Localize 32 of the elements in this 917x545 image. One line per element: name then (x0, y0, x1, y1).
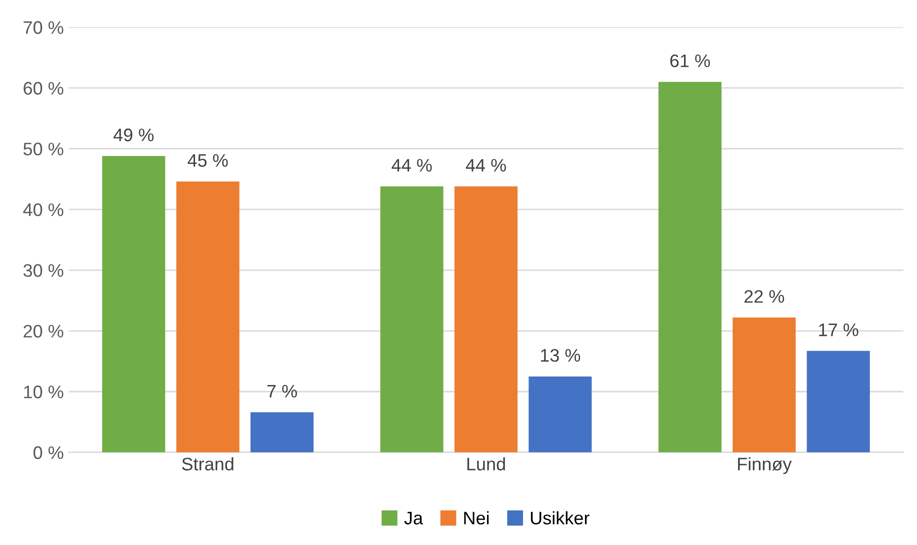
legend-label: Usikker (530, 511, 590, 524)
data-label: 45 % (188, 154, 228, 167)
bar (176, 182, 240, 452)
bar (658, 82, 722, 452)
y-tick-label: 50 % (23, 142, 64, 156)
x-tick-label: Finnøy (738, 457, 792, 474)
data-label: 13 % (540, 348, 580, 362)
bar (380, 186, 444, 452)
y-tick-label: 0 % (34, 446, 64, 460)
legend-label: Ja (404, 512, 424, 524)
y-tick-label: 20 % (24, 324, 64, 338)
data-label: 61 % (670, 54, 710, 68)
y-tick-label: 70 % (24, 21, 64, 34)
data-label: 17 % (819, 324, 858, 336)
y-tick-label: 10 % (24, 386, 64, 398)
data-label: 44 % (392, 158, 432, 172)
y-tick-label: 30 % (23, 264, 64, 277)
bar (732, 318, 796, 452)
data-label: 49 % (114, 128, 154, 142)
data-label: 7 % (267, 384, 297, 398)
data-label: 44 % (466, 158, 506, 172)
bar (454, 186, 518, 452)
x-tick-label: Lund (467, 457, 505, 470)
data-label: 22 % (744, 290, 784, 303)
legend-label: Nei (464, 511, 489, 524)
bar (528, 376, 592, 452)
bar (806, 350, 870, 452)
x-tick-label: Strand (182, 457, 234, 470)
y-tick-label: 40 % (23, 203, 64, 216)
y-tick-label: 60 % (24, 82, 64, 95)
bar (250, 412, 314, 452)
bar (102, 156, 166, 452)
